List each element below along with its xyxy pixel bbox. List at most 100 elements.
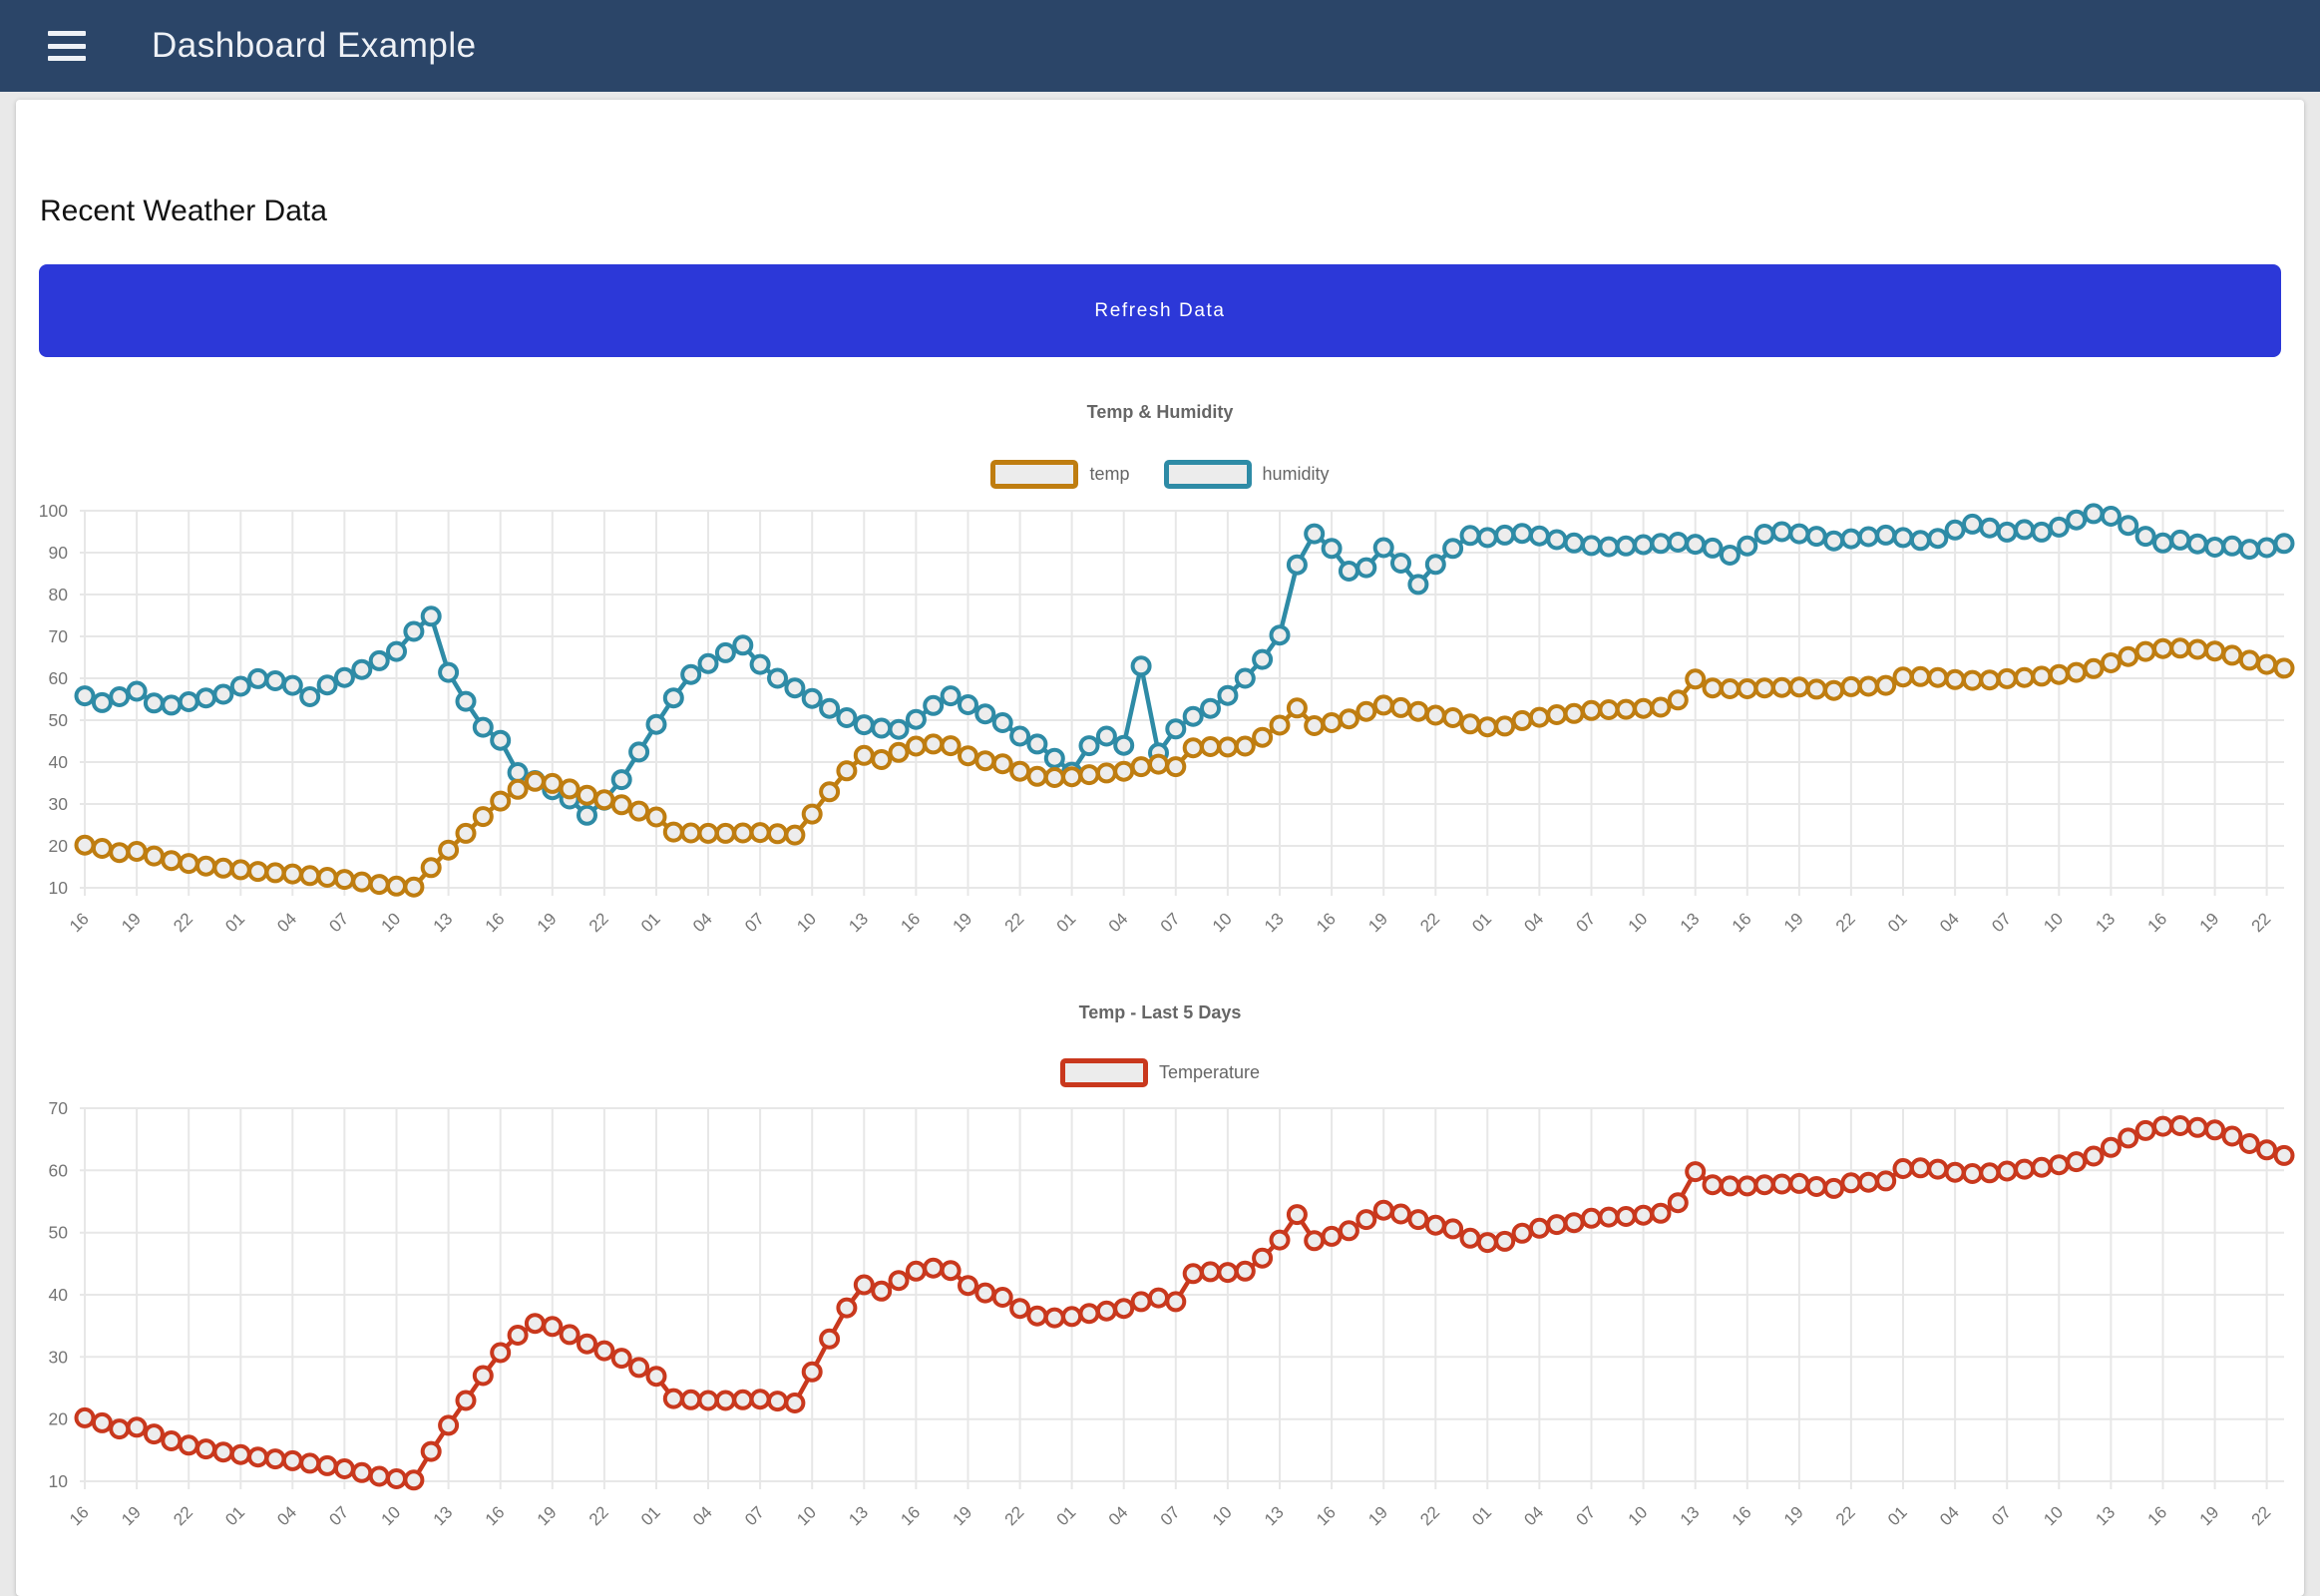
- svg-text:16: 16: [2144, 1502, 2171, 1529]
- svg-text:01: 01: [1468, 1502, 1495, 1529]
- svg-text:01: 01: [637, 1502, 664, 1529]
- svg-text:07: 07: [1573, 909, 1600, 936]
- svg-text:01: 01: [221, 909, 248, 936]
- svg-text:10: 10: [1625, 909, 1652, 936]
- svg-text:04: 04: [1105, 909, 1132, 936]
- svg-text:90: 90: [49, 543, 69, 563]
- svg-text:22: 22: [2248, 1502, 2275, 1529]
- svg-text:16: 16: [482, 1502, 509, 1529]
- svg-text:22: 22: [1416, 909, 1443, 936]
- svg-text:19: 19: [118, 909, 145, 936]
- svg-text:04: 04: [273, 909, 300, 936]
- chart1-legend: temp humidity: [16, 451, 2304, 497]
- svg-text:04: 04: [1936, 1502, 1963, 1529]
- svg-text:19: 19: [950, 909, 976, 936]
- svg-text:16: 16: [66, 1502, 93, 1529]
- hamburger-menu-icon[interactable]: [48, 31, 86, 61]
- legend-item-humidity[interactable]: humidity: [1163, 459, 1330, 489]
- temp-humidity-chart-canvas[interactable]: 100 90 80 70 60 50 40 30 20 10 16 19 22 01 04 07 10 13 16 1…: [16, 501, 2304, 980]
- svg-text:01: 01: [1468, 909, 1495, 936]
- svg-text:50: 50: [49, 1223, 69, 1243]
- svg-text:13: 13: [1261, 909, 1288, 936]
- svg-text:10: 10: [1625, 1502, 1652, 1529]
- svg-text:13: 13: [430, 909, 457, 936]
- svg-text:13: 13: [845, 909, 872, 936]
- svg-text:40: 40: [49, 1285, 69, 1305]
- svg-text:19: 19: [534, 909, 561, 936]
- svg-text:16: 16: [897, 909, 924, 936]
- svg-text:07: 07: [741, 909, 768, 936]
- svg-text:01: 01: [1053, 1502, 1080, 1529]
- svg-text:22: 22: [170, 909, 196, 936]
- legend-item-temperature[interactable]: Temperature: [1059, 1057, 1261, 1087]
- chart2-title: Temp - Last 5 Days: [1078, 1002, 1242, 1022]
- app-header: Dashboard Example: [0, 0, 2320, 92]
- app-title: Dashboard Example: [152, 26, 477, 65]
- svg-text:19: 19: [118, 1502, 145, 1529]
- svg-text:07: 07: [1988, 1502, 2015, 1529]
- svg-text:10: 10: [1209, 909, 1236, 936]
- svg-text:22: 22: [2248, 909, 2275, 936]
- svg-text:22: 22: [1416, 1502, 1443, 1529]
- svg-text:16: 16: [1313, 1502, 1340, 1529]
- svg-text:10: 10: [378, 1502, 405, 1529]
- svg-text:19: 19: [534, 1502, 561, 1529]
- svg-text:22: 22: [170, 1502, 196, 1529]
- svg-text:70: 70: [49, 1098, 69, 1118]
- temperature-chart-canvas[interactable]: 70 60 50 40 30 20 10 16 19 22 01 04 07 10 13 16 19 22 01 04…: [16, 1098, 2304, 1577]
- svg-text:07: 07: [741, 1502, 768, 1529]
- svg-text:16: 16: [2144, 909, 2171, 936]
- svg-text:13: 13: [1261, 1502, 1288, 1529]
- legend-item-temp[interactable]: temp: [990, 459, 1130, 489]
- svg-text:20: 20: [49, 836, 69, 856]
- svg-text:16: 16: [1313, 909, 1340, 936]
- svg-text:20: 20: [49, 1409, 69, 1429]
- svg-text:01: 01: [1884, 1502, 1911, 1529]
- svg-text:19: 19: [1364, 909, 1391, 936]
- svg-text:16: 16: [1729, 909, 1755, 936]
- svg-text:100: 100: [39, 501, 68, 521]
- refresh-data-button[interactable]: Refresh Data: [39, 264, 2281, 357]
- svg-text:07: 07: [325, 1502, 352, 1529]
- svg-text:10: 10: [1209, 1502, 1236, 1529]
- svg-text:01: 01: [1884, 909, 1911, 936]
- svg-text:70: 70: [49, 626, 69, 646]
- legend-label: temp: [1089, 463, 1130, 484]
- svg-text:07: 07: [325, 909, 352, 936]
- svg-text:07: 07: [1988, 909, 2015, 936]
- svg-text:30: 30: [49, 1347, 69, 1367]
- legend-swatch-icon: [1059, 1057, 1148, 1087]
- svg-text:60: 60: [49, 668, 69, 688]
- svg-text:22: 22: [1001, 909, 1028, 936]
- svg-text:10: 10: [2040, 1502, 2067, 1529]
- svg-text:80: 80: [49, 585, 69, 604]
- svg-text:16: 16: [482, 909, 509, 936]
- svg-text:04: 04: [273, 1502, 300, 1529]
- svg-text:13: 13: [2092, 909, 2119, 936]
- svg-text:22: 22: [1832, 909, 1859, 936]
- svg-text:16: 16: [897, 1502, 924, 1529]
- svg-text:10: 10: [378, 909, 405, 936]
- svg-text:16: 16: [1729, 1502, 1755, 1529]
- svg-text:04: 04: [1105, 1502, 1132, 1529]
- svg-text:19: 19: [1780, 909, 1807, 936]
- svg-text:04: 04: [1520, 1502, 1547, 1529]
- legend-label: Temperature: [1158, 1061, 1261, 1082]
- svg-text:60: 60: [49, 1160, 69, 1180]
- svg-text:13: 13: [1677, 909, 1704, 936]
- chart2-legend: Temperature: [16, 1049, 2304, 1095]
- svg-text:22: 22: [585, 909, 612, 936]
- svg-text:01: 01: [221, 1502, 248, 1529]
- svg-text:07: 07: [1573, 1502, 1600, 1529]
- svg-text:19: 19: [1364, 1502, 1391, 1529]
- legend-swatch-icon: [1163, 459, 1252, 489]
- svg-text:16: 16: [66, 909, 93, 936]
- svg-text:10: 10: [2040, 909, 2067, 936]
- svg-text:19: 19: [2196, 909, 2223, 936]
- svg-text:10: 10: [49, 878, 69, 898]
- svg-text:01: 01: [1053, 909, 1080, 936]
- svg-text:13: 13: [2092, 1502, 2119, 1529]
- svg-text:04: 04: [1520, 909, 1547, 936]
- chart1-title: Temp & Humidity: [1086, 402, 1234, 422]
- svg-text:50: 50: [49, 710, 69, 730]
